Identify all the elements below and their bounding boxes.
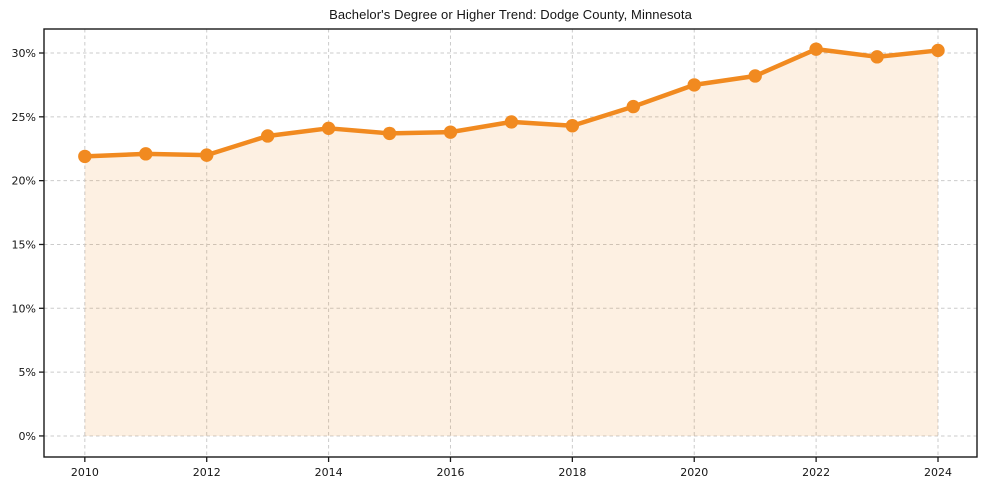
data-point-marker bbox=[687, 78, 701, 92]
x-tick-label: 2020 bbox=[680, 466, 708, 479]
data-point-marker bbox=[200, 148, 214, 162]
area-fill bbox=[84, 49, 938, 436]
data-point-marker bbox=[78, 149, 92, 164]
y-tick-label: 10% bbox=[12, 302, 36, 315]
data-point-marker bbox=[809, 42, 823, 56]
data-point-marker bbox=[504, 115, 519, 129]
data-point-marker bbox=[443, 125, 458, 139]
data-point-marker bbox=[870, 50, 884, 64]
x-tick-label: 2014 bbox=[315, 466, 343, 479]
data-point-marker bbox=[626, 99, 640, 114]
y-tick-label: 15% bbox=[12, 238, 36, 251]
x-tick-label: 2018 bbox=[558, 466, 586, 479]
y-tick-label: 20% bbox=[12, 175, 36, 188]
x-tick-label: 2010 bbox=[71, 466, 99, 479]
data-point-marker bbox=[382, 126, 397, 141]
data-point-marker bbox=[931, 43, 945, 58]
x-tick-label: 2016 bbox=[436, 466, 464, 479]
data-point-marker bbox=[260, 129, 275, 143]
y-tick-label: 0% bbox=[19, 430, 36, 443]
plot-border bbox=[43, 28, 978, 458]
chart-title: Bachelor's Degree or Higher Trend: Dodge… bbox=[329, 7, 692, 22]
x-tick-label: 2022 bbox=[802, 466, 830, 479]
data-point-marker bbox=[321, 121, 336, 136]
y-tick-label: 30% bbox=[12, 47, 36, 60]
data-point-marker bbox=[565, 119, 580, 133]
data-point-marker bbox=[139, 147, 153, 161]
y-tick-label: 25% bbox=[12, 111, 36, 124]
x-tick-label: 2012 bbox=[193, 466, 221, 479]
y-tick-label: 5% bbox=[19, 366, 36, 379]
x-tick-label: 2024 bbox=[924, 466, 952, 479]
data-point-marker bbox=[748, 69, 762, 83]
